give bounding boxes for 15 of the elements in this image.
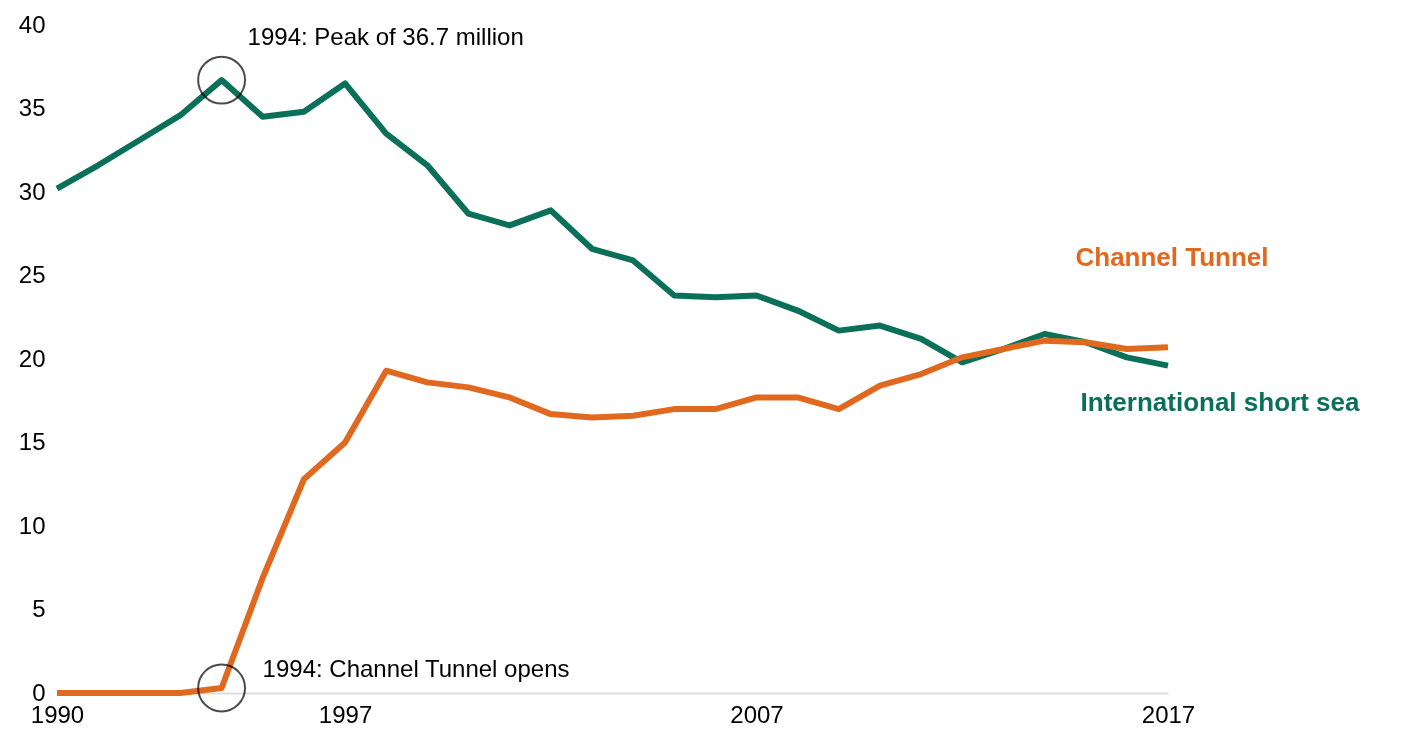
y-tick-label: 40 xyxy=(18,10,46,38)
annotation: 1994: Channel Tunnel opens xyxy=(262,654,570,682)
y-tick-label: 35 xyxy=(18,94,46,121)
y-tick-label: 25 xyxy=(18,261,46,288)
y-tick-label: 15 xyxy=(18,428,46,455)
series-label: International short sea xyxy=(1080,386,1360,417)
y-tick-label: 30 xyxy=(18,177,46,205)
x-tick-label: 1997 xyxy=(318,700,373,728)
annotation: 1994: Peak of 36.7 million xyxy=(247,23,524,51)
text: Channel Tunnel xyxy=(1075,242,1269,273)
y-tick-label: 5 xyxy=(32,595,46,622)
y-tick-label: 20 xyxy=(18,344,46,372)
x-tick-label: 2007 xyxy=(730,700,784,728)
x-tick-label: 2017 xyxy=(1141,700,1196,728)
y-tick-label: 10 xyxy=(18,511,46,539)
